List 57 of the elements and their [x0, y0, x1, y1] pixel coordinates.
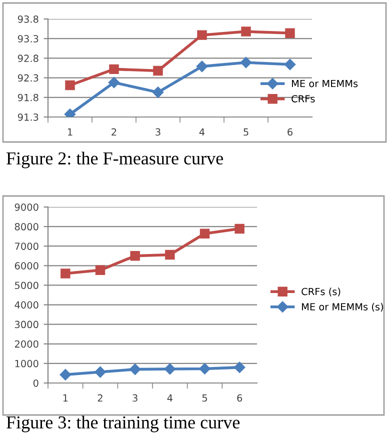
- y-tick-label: 7000: [15, 242, 38, 250]
- point: [234, 224, 244, 234]
- y-tick-label: 4000: [14, 301, 38, 309]
- x-tick-label: 2: [98, 394, 102, 402]
- x-tick-label: 6: [288, 128, 292, 136]
- point: [165, 250, 175, 260]
- point: [153, 66, 163, 76]
- legend-label: ME or MEMMs: [292, 80, 358, 88]
- point: [130, 251, 140, 261]
- x-tick-label: 1: [63, 394, 68, 402]
- point: [60, 268, 70, 278]
- y-tick-label: 91.8: [18, 94, 38, 102]
- y-tick-label: 0: [33, 379, 38, 387]
- y-tick-label: 1000: [15, 360, 38, 368]
- point: [164, 363, 176, 375]
- point: [199, 363, 210, 374]
- point: [65, 80, 75, 90]
- y-tick-label: 2000: [14, 340, 38, 348]
- point: [234, 362, 246, 373]
- point: [152, 86, 164, 98]
- point: [240, 56, 252, 68]
- point: [94, 366, 106, 378]
- x-tick-label: 4: [199, 128, 205, 136]
- point: [196, 60, 208, 72]
- x-tick-label: 5: [202, 394, 207, 402]
- point: [60, 369, 72, 380]
- y-tick-label: 91.3: [18, 113, 38, 121]
- point: [109, 64, 119, 74]
- legend-label: ME or MEMMs (s): [302, 302, 383, 312]
- y-tick-label: 92.8: [18, 54, 38, 62]
- x-tick-label: 3: [132, 394, 138, 402]
- point: [197, 30, 207, 40]
- caption: Figure 2: the F-measure curve: [6, 152, 223, 168]
- y-tick-label: 3000: [14, 320, 38, 328]
- x-tick-label: 2: [112, 128, 116, 136]
- point: [108, 76, 120, 88]
- legend-label: CRFs (s): [302, 288, 340, 296]
- y-tick-label: 93.3: [18, 35, 38, 42]
- point: [241, 26, 251, 36]
- x-tick-label: 3: [156, 128, 160, 136]
- y-tick-label: 6000: [14, 262, 38, 270]
- y-tick-label: 93.8: [18, 15, 38, 23]
- caption: Figure 3: the training time curve: [6, 416, 240, 432]
- x-tick-label: 4: [167, 394, 172, 402]
- x-tick-label: 1: [68, 128, 72, 136]
- x-tick-label: 5: [244, 128, 248, 136]
- y-tick-label: 9000: [14, 203, 38, 211]
- y-tick-label: 5000: [14, 282, 38, 290]
- y-tick-label: 8000: [14, 223, 38, 230]
- point: [284, 58, 296, 70]
- y-tick-label: 92.3: [18, 74, 38, 82]
- point: [95, 265, 106, 276]
- point: [285, 28, 295, 38]
- point: [129, 364, 141, 375]
- legend-label: CRFs: [292, 95, 315, 102]
- x-tick-label: 6: [237, 394, 242, 402]
- point: [200, 228, 210, 238]
